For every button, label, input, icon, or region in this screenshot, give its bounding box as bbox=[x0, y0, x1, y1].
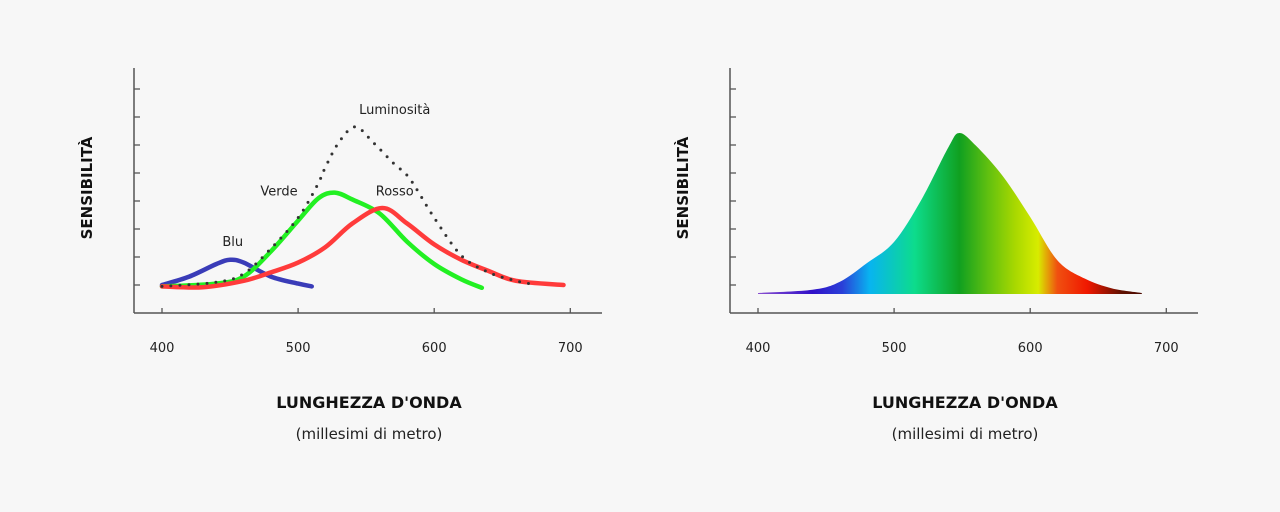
x-tick-label: 600 bbox=[1018, 341, 1043, 356]
x-tick-label: 400 bbox=[746, 341, 771, 356]
spectrum-area bbox=[758, 132, 1142, 294]
x-axis-subtitle: (millesimi di metro) bbox=[892, 425, 1039, 443]
x-tick-label: 700 bbox=[1154, 341, 1179, 356]
x-axis-title: LUNGHEZZA D'ONDA bbox=[872, 393, 1058, 412]
chart-panel-2: 400 500 600 700 SENSIBILITÀ LUNGHEZZA D'ONDA (… bbox=[673, 68, 1198, 443]
x-tick-label: 500 bbox=[286, 341, 311, 356]
x-tick-label: 700 bbox=[558, 341, 583, 356]
x-axis-title: LUNGHEZZA D'ONDA bbox=[276, 393, 462, 412]
series-blu bbox=[159, 257, 314, 289]
series-label: Rosso bbox=[376, 184, 414, 199]
x-axis-subtitle: (millesimi di metro) bbox=[296, 425, 443, 443]
x-tick-label: 400 bbox=[150, 341, 175, 356]
series-verde bbox=[159, 190, 485, 291]
series-label: Verde bbox=[260, 184, 297, 199]
y-axis-label: SENSIBILITÀ bbox=[77, 136, 96, 239]
series-label: Luminosità bbox=[359, 103, 430, 118]
x-tick-label: 600 bbox=[422, 341, 447, 356]
series-luminosit bbox=[160, 125, 538, 288]
series-label: Blu bbox=[222, 235, 243, 250]
x-tick-label: 500 bbox=[882, 341, 907, 356]
chart-panel-1: 400 500 600 700 SENSIBILITÀ LUNGHEZZA D'ONDA (… bbox=[77, 68, 602, 443]
y-axis-label: SENSIBILITÀ bbox=[673, 136, 692, 239]
